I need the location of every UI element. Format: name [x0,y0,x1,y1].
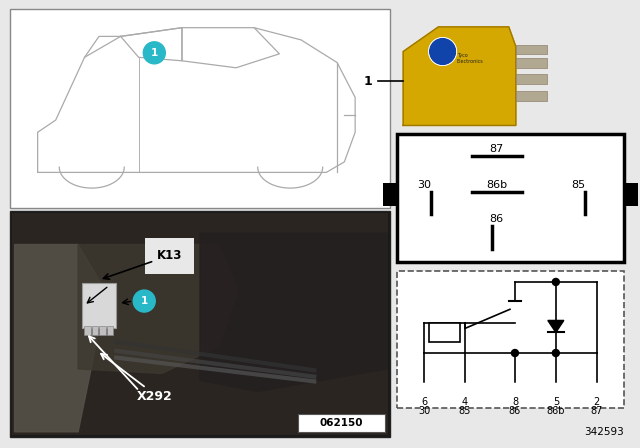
Text: 86b: 86b [547,405,565,416]
Text: 1: 1 [364,74,372,88]
Text: 6: 6 [421,396,427,406]
Bar [383,183,397,206]
Polygon shape [15,245,105,432]
Circle shape [552,349,559,357]
Text: 8: 8 [512,396,518,406]
Bar [107,326,113,335]
Bar [624,183,637,206]
Text: 1: 1 [150,48,158,58]
Bar [397,271,624,408]
Circle shape [143,42,165,64]
Bar [99,326,106,335]
Polygon shape [548,320,564,332]
Text: Tyco
Electronics: Tyco Electronics [457,53,483,64]
Bar [84,326,90,335]
Bar [12,212,388,435]
Bar [516,45,547,55]
Text: 30: 30 [417,180,431,190]
Circle shape [419,383,429,393]
Bar [516,58,547,68]
Text: 5: 5 [553,396,559,406]
Bar [82,283,116,328]
Bar [92,326,98,335]
Text: 86: 86 [490,214,504,224]
Bar [429,323,460,342]
Polygon shape [403,27,516,125]
Circle shape [551,383,561,393]
Text: 85: 85 [571,180,585,190]
Bar [10,211,390,437]
Circle shape [460,383,470,393]
Text: X292: X292 [136,390,172,403]
Polygon shape [200,233,387,392]
Text: 87: 87 [591,405,603,416]
Circle shape [133,290,156,312]
Bar [516,91,547,101]
Text: 86: 86 [509,405,521,416]
Bar [298,414,385,432]
Text: 2: 2 [594,396,600,406]
Text: 342593: 342593 [584,427,624,437]
Circle shape [510,383,520,393]
Text: 062150: 062150 [320,418,364,428]
Circle shape [552,279,559,285]
Circle shape [511,349,518,357]
Text: 87: 87 [490,144,504,154]
Text: 4: 4 [462,396,468,406]
Text: 85: 85 [459,405,471,416]
Text: K13: K13 [157,249,182,263]
Text: 30: 30 [418,405,430,416]
Bar [397,134,624,262]
Polygon shape [78,245,238,374]
Circle shape [592,383,602,393]
Circle shape [429,38,457,65]
Text: 86b: 86b [486,180,508,190]
Bar [516,74,547,84]
Text: 1: 1 [141,296,148,306]
Bar [10,9,390,208]
